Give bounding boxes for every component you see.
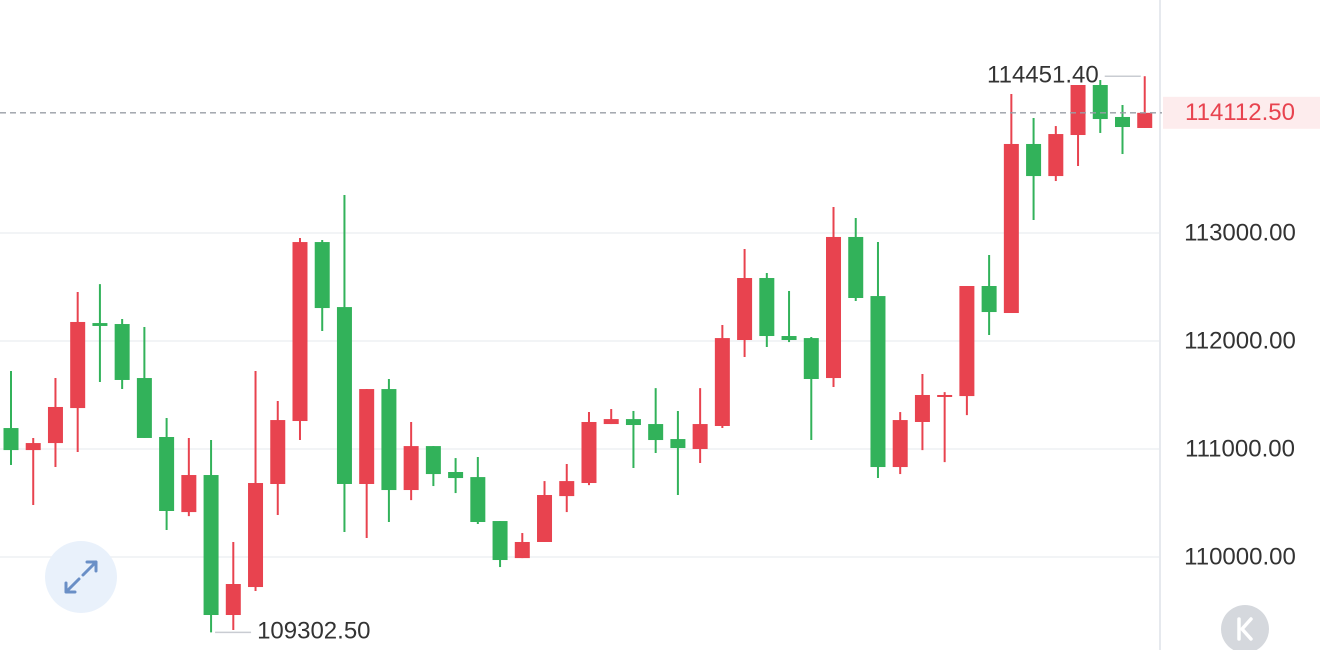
- candle-body: [781, 336, 797, 341]
- candle-body: [1070, 85, 1086, 136]
- candle-body: [70, 321, 86, 409]
- candle-body: [381, 389, 397, 491]
- candle-body: [114, 324, 130, 380]
- last-price-bg: [1163, 96, 1320, 129]
- candle-body: [870, 296, 886, 468]
- candle-body: [492, 521, 508, 561]
- candle-body: [759, 278, 775, 337]
- expand-button[interactable]: [45, 541, 117, 613]
- candle-body: [270, 420, 286, 484]
- candle-body: [803, 338, 819, 380]
- candle-body: [981, 286, 997, 313]
- candle-body: [648, 424, 664, 441]
- candle-body: [737, 278, 753, 341]
- candle-body: [470, 477, 486, 523]
- candle-body: [403, 446, 419, 491]
- candle-body: [1137, 112, 1153, 128]
- candle-body: [1092, 85, 1108, 120]
- candle-body: [314, 242, 330, 309]
- expand-button-bg: [45, 541, 117, 613]
- candle-body: [448, 472, 464, 479]
- low-annotation: 109302.50: [257, 618, 370, 645]
- candle-body: [92, 323, 108, 326]
- candle-body: [336, 307, 352, 484]
- candle-body: [670, 439, 686, 449]
- candle-body: [359, 389, 375, 484]
- candle-body: [826, 236, 842, 379]
- expand-icon: [64, 560, 98, 594]
- collapse-icon: [1237, 617, 1253, 641]
- candle-body: [1003, 143, 1019, 314]
- candle-body: [603, 419, 619, 425]
- high-annotation: 114451.40: [987, 62, 1099, 89]
- candle-body: [1115, 116, 1130, 128]
- candle-body: [1026, 143, 1042, 177]
- last-price-label: 114112.50: [1185, 99, 1295, 126]
- candle-body: [692, 424, 708, 449]
- candle-body: [848, 236, 864, 298]
- candle-body: [47, 406, 63, 444]
- candle-body: [714, 338, 730, 426]
- candle-body: [581, 421, 597, 484]
- candle-body: [892, 420, 908, 468]
- candle-body: [959, 286, 975, 397]
- y-tick-label: 113000.00: [1184, 219, 1296, 246]
- candle-body: [225, 584, 241, 616]
- candle-body: [537, 495, 553, 542]
- candle-body: [136, 378, 152, 438]
- candle-body: [181, 475, 197, 513]
- candle-body: [203, 475, 219, 616]
- candle-body: [1048, 134, 1064, 177]
- candle-body: [159, 437, 175, 511]
- y-tick-label: 111000.00: [1185, 435, 1295, 462]
- candle-body: [425, 446, 441, 475]
- candle-body: [3, 428, 19, 451]
- y-tick-label: 110000.00: [1184, 543, 1296, 570]
- y-tick-label: 112000.00: [1184, 327, 1296, 354]
- candle-body: [559, 481, 575, 497]
- collapse-button[interactable]: [1221, 605, 1269, 650]
- candle-body: [625, 419, 641, 426]
- candle-body: [292, 242, 308, 422]
- candle-body: [914, 394, 930, 422]
- candle-body: [248, 483, 264, 588]
- candle-body: [25, 443, 41, 451]
- candle-body: [937, 394, 953, 397]
- candle-body: [514, 541, 530, 559]
